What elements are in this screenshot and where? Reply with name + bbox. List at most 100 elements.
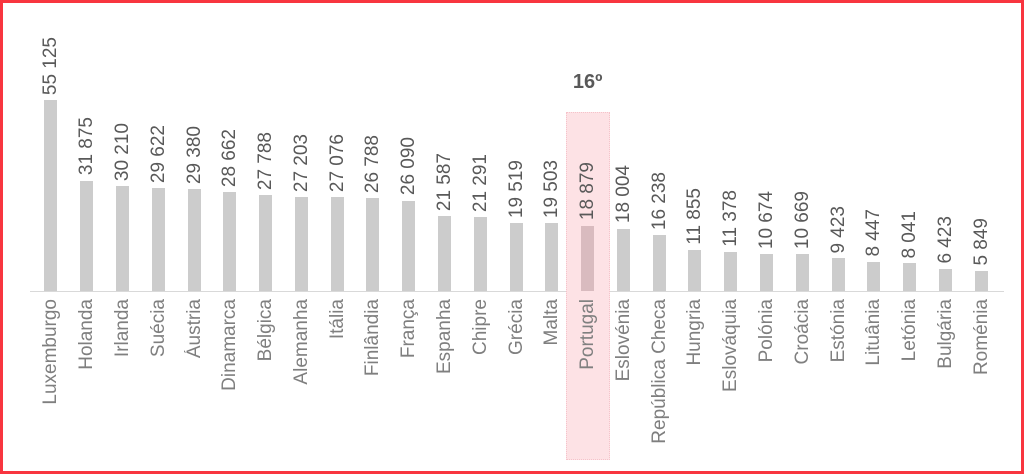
- bar-column: 27 788 Bélgica: [248, 3, 284, 471]
- bar: [509, 223, 523, 291]
- bar-column: 10 669 Croácia: [784, 3, 820, 471]
- bar-column: 28 662 Dinamarca: [212, 3, 248, 471]
- value-label: 29 622: [147, 125, 169, 184]
- bar: [867, 261, 881, 291]
- country-label: Bulgária: [934, 299, 956, 369]
- country-label: França: [398, 299, 420, 359]
- value-label: 11 855: [684, 188, 706, 245]
- value-label: 26 788: [362, 135, 384, 194]
- bar-column: 6 423 Bulgária: [928, 3, 964, 471]
- value-label: 21 587: [433, 153, 455, 212]
- country-label: Roménia: [970, 299, 992, 376]
- bar: [115, 186, 129, 291]
- country-label: Dinamarca: [219, 299, 241, 391]
- bar-column: 26 090 França: [391, 3, 427, 471]
- country-label: Malta: [541, 299, 563, 346]
- country-label: Luxemburgo: [40, 299, 62, 405]
- value-label: 28 662: [219, 128, 241, 187]
- bar-column: 8 041 Letónia: [892, 3, 928, 471]
- country-label: Finlândia: [362, 299, 384, 377]
- value-label: 26 090: [398, 137, 420, 196]
- country-label: Hungria: [684, 299, 706, 366]
- bar: [581, 225, 595, 291]
- value-label: 27 076: [326, 134, 348, 193]
- value-label: 30 210: [111, 123, 133, 182]
- value-label: 8 447: [863, 209, 885, 257]
- bar: [724, 251, 738, 291]
- value-label: 11 378: [720, 189, 742, 247]
- bar: [223, 191, 237, 291]
- bar-column: 16 238 República Checa: [641, 3, 677, 471]
- bar: [44, 100, 58, 291]
- bar-column: 11 378 Eslováquia: [713, 3, 749, 471]
- country-label: Bélgica: [255, 299, 277, 362]
- bar-column: 21 587 Espanha: [427, 3, 463, 471]
- bar: [795, 254, 809, 291]
- country-label: República Checa: [648, 299, 670, 444]
- bar: [151, 188, 165, 291]
- bar: [688, 249, 702, 291]
- country-label: Eslovénia: [612, 299, 634, 382]
- bar: [366, 198, 380, 291]
- value-label: 10 674: [756, 190, 778, 249]
- bar: [616, 228, 630, 291]
- bar-column: 26 788 Finlândia: [355, 3, 391, 471]
- bar: [545, 223, 559, 291]
- value-label: 18 879: [577, 162, 599, 221]
- bar-column: 29 380 Áustria: [176, 3, 212, 471]
- country-label: Irlanda: [111, 299, 133, 358]
- bar: [974, 270, 988, 291]
- bar: [259, 194, 273, 291]
- country-label: Itália: [326, 299, 348, 340]
- bar-column: 29 622 Suécia: [140, 3, 176, 471]
- bar: [938, 268, 952, 291]
- country-label: Chipre: [469, 299, 491, 355]
- country-label: Espanha: [433, 299, 455, 375]
- bar: [760, 254, 774, 291]
- value-label: 27 203: [290, 133, 312, 192]
- bar: [187, 189, 201, 291]
- bar-column: 27 203 Alemanha: [283, 3, 319, 471]
- country-label: Letónia: [899, 299, 921, 362]
- country-label: Alemanha: [290, 299, 312, 385]
- value-label: 19 519: [505, 160, 527, 219]
- bar: [294, 196, 308, 291]
- bar-column: 8 447 Lituânia: [856, 3, 892, 471]
- value-label: 10 669: [791, 190, 813, 249]
- value-label: 16 238: [648, 171, 670, 230]
- bar: [437, 216, 451, 291]
- bar-column: 55 125 Luxemburgo: [33, 3, 69, 471]
- bar-column: 16º 18 879 Portugal: [565, 3, 610, 471]
- country-label: Lituânia: [863, 299, 885, 366]
- value-label: 5 849: [970, 218, 992, 266]
- rank-label: 16º: [572, 71, 603, 93]
- country-label: Estónia: [827, 299, 849, 363]
- country-label: Grécia: [505, 299, 527, 355]
- bar: [80, 180, 94, 291]
- bar: [831, 258, 845, 291]
- bar-column: 30 210 Irlanda: [105, 3, 141, 471]
- bar: [330, 197, 344, 291]
- country-label: Suécia: [147, 299, 169, 358]
- bar-column: 5 849 Roménia: [963, 3, 999, 471]
- country-label: Áustria: [183, 299, 205, 359]
- value-label: 8 041: [899, 210, 921, 259]
- country-label: Portugal: [577, 299, 599, 370]
- bar: [652, 234, 666, 291]
- bar-column: 19 519 Grécia: [498, 3, 534, 471]
- bar-column: 19 503 Malta: [534, 3, 570, 471]
- bar-column: 11 855 Hungria: [677, 3, 713, 471]
- bar: [903, 263, 917, 291]
- bar-column: 31 875 Holanda: [69, 3, 105, 471]
- value-label: 29 380: [183, 126, 205, 185]
- bar-column: 10 674 Polónia: [749, 3, 785, 471]
- value-label: 6 423: [934, 216, 956, 264]
- bar: [402, 200, 416, 291]
- bar-column: 9 423 Estónia: [820, 3, 856, 471]
- value-label: 21 291: [469, 154, 491, 213]
- country-label: Polónia: [756, 299, 778, 363]
- bar-column: 18 004 Eslovénia: [606, 3, 642, 471]
- bar-columns: 55 125 Luxemburgo 31 875 Holanda 30 210 Irlan…: [33, 3, 999, 471]
- value-label: 9 423: [827, 205, 849, 254]
